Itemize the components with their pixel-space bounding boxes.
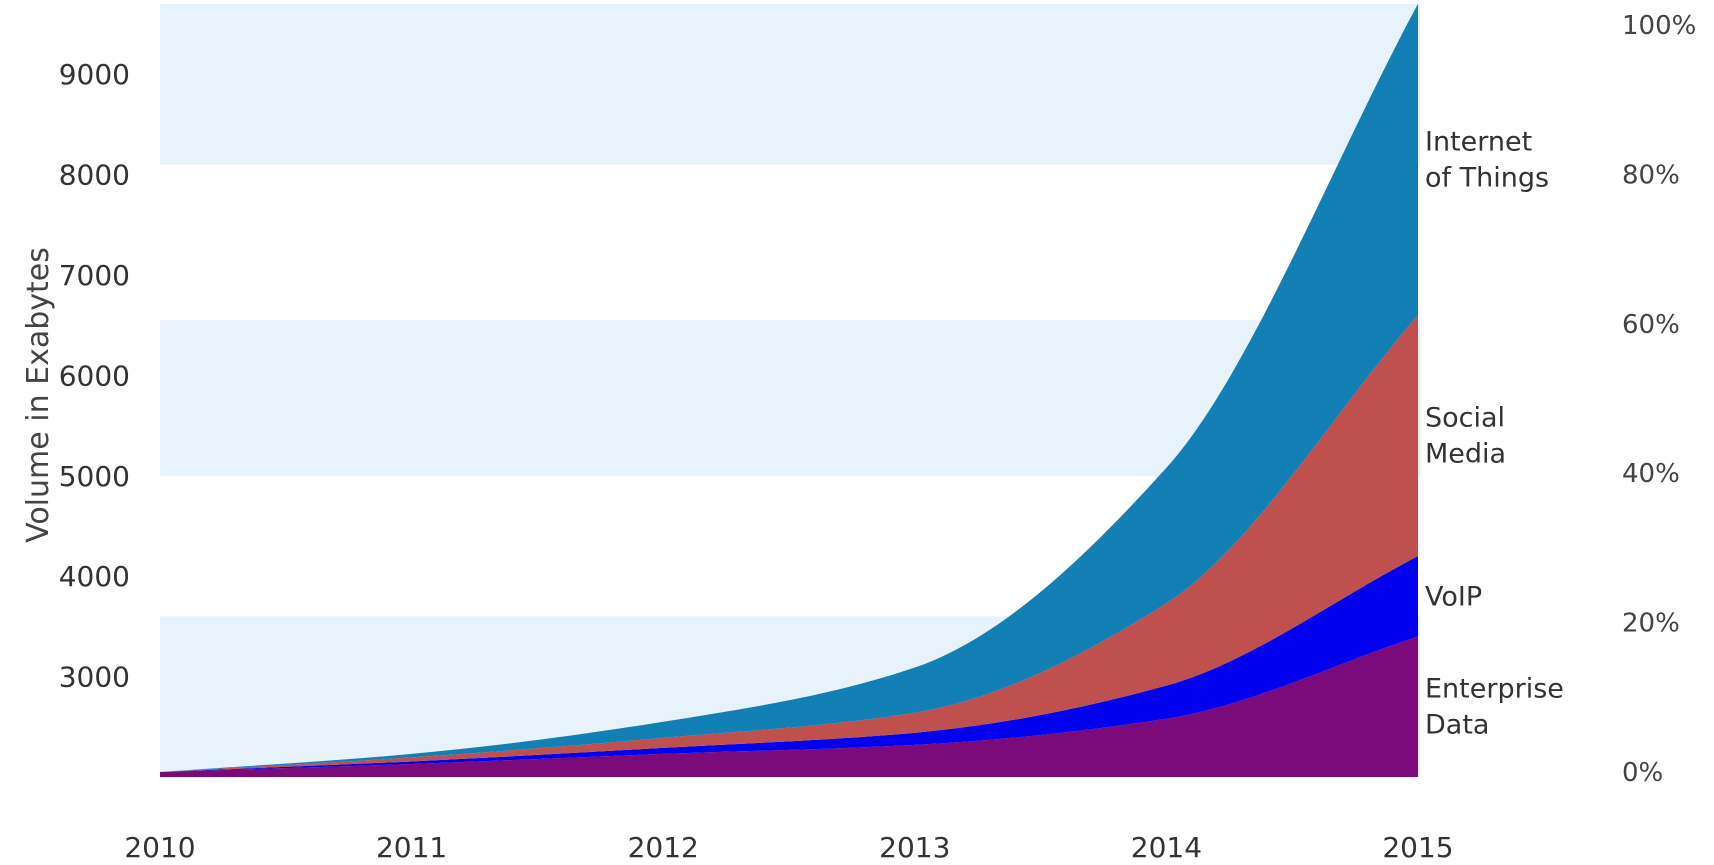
series-label: Internet of Things — [1425, 127, 1549, 194]
grid-band — [160, 3, 1420, 165]
y-tick-label: 3000 — [59, 661, 130, 694]
series-labels: Enterprise Data VoIP Social Media Internet of … — [1425, 127, 1564, 741]
x-axis-ticks: 2010 2011 2012 2013 2014 2015 — [124, 831, 1453, 864]
y-tick-label: 4000 — [59, 560, 130, 593]
y2-tick-label: 80% — [1622, 160, 1680, 190]
x-tick-label: 2014 — [1131, 831, 1202, 864]
x-tick-label: 2013 — [879, 831, 950, 864]
y2-tick-label: 40% — [1622, 459, 1680, 489]
x-tick-label: 2010 — [124, 831, 195, 864]
y2-tick-label: 20% — [1622, 609, 1680, 639]
y2-tick-label: 100% — [1622, 11, 1696, 41]
y-tick-label: 7000 — [59, 259, 130, 292]
y-tick-label: 9000 — [59, 58, 130, 91]
area-internet-of-things — [160, 3, 1418, 772]
area-social-media — [160, 315, 1418, 772]
y-axis-ticks: 3000 4000 5000 6000 7000 8000 9000 — [59, 58, 130, 693]
y2-axis-ticks: 0% 20% 40% 60% 80% 100% — [1622, 11, 1696, 788]
series-label: Enterprise Data — [1425, 674, 1564, 741]
series-areas — [160, 3, 1418, 777]
x-tick-label: 2012 — [628, 831, 699, 864]
x-tick-label: 2015 — [1382, 831, 1453, 864]
area-voip — [160, 556, 1418, 772]
area-enterprise-data — [160, 636, 1418, 777]
x-tick-label: 2011 — [376, 831, 447, 864]
series-label: VoIP — [1425, 581, 1482, 612]
y-tick-label: 6000 — [59, 359, 130, 392]
series-label: Social Media — [1425, 403, 1506, 470]
y2-tick-label: 0% — [1622, 758, 1663, 788]
y-tick-label: 5000 — [59, 460, 130, 493]
y2-tick-label: 60% — [1622, 310, 1680, 340]
y-tick-label: 8000 — [59, 159, 130, 192]
y-axis-label: Volume in Exabytes — [21, 247, 56, 543]
